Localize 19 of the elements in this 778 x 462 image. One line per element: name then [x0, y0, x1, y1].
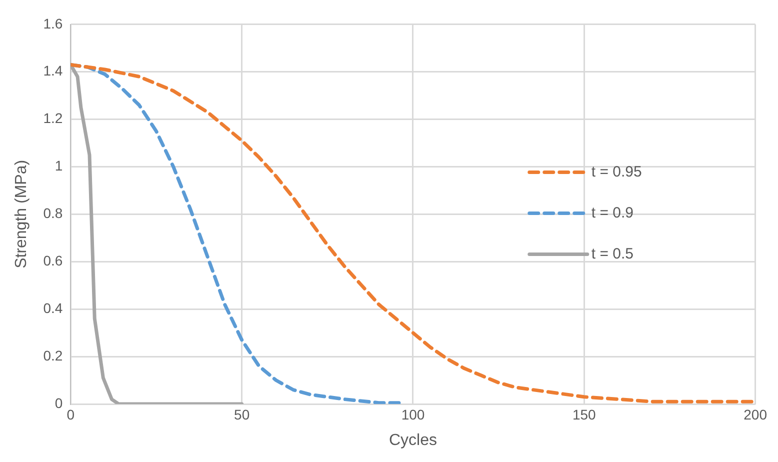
y-tick-label: 1.4: [43, 62, 63, 79]
y-tick-label: 0: [54, 394, 63, 411]
legend-label: t = 0.95: [591, 163, 642, 180]
y-tick-label: 0.6: [43, 252, 63, 269]
y-tick-label: 0.8: [43, 205, 63, 222]
y-tick-label: 1.6: [43, 15, 63, 32]
legend-label: t = 0.5: [591, 245, 634, 262]
x-tick-label: 0: [66, 406, 75, 422]
x-axis-title: Cycles: [388, 432, 437, 449]
y-axis-title: Strength (MPa): [13, 160, 30, 268]
y-tick-label: 0.2: [43, 347, 63, 364]
x-tick-label: 200: [744, 406, 768, 422]
y-tick-label: 0.4: [43, 300, 63, 316]
y-tick-label: 1: [54, 158, 63, 174]
legend-label: t = 0.9: [591, 204, 634, 222]
y-tick-label: 1.2: [43, 110, 63, 126]
x-tick-label: 100: [401, 406, 425, 422]
x-tick-label: 50: [234, 406, 250, 422]
x-tick-label: 150: [572, 406, 596, 422]
